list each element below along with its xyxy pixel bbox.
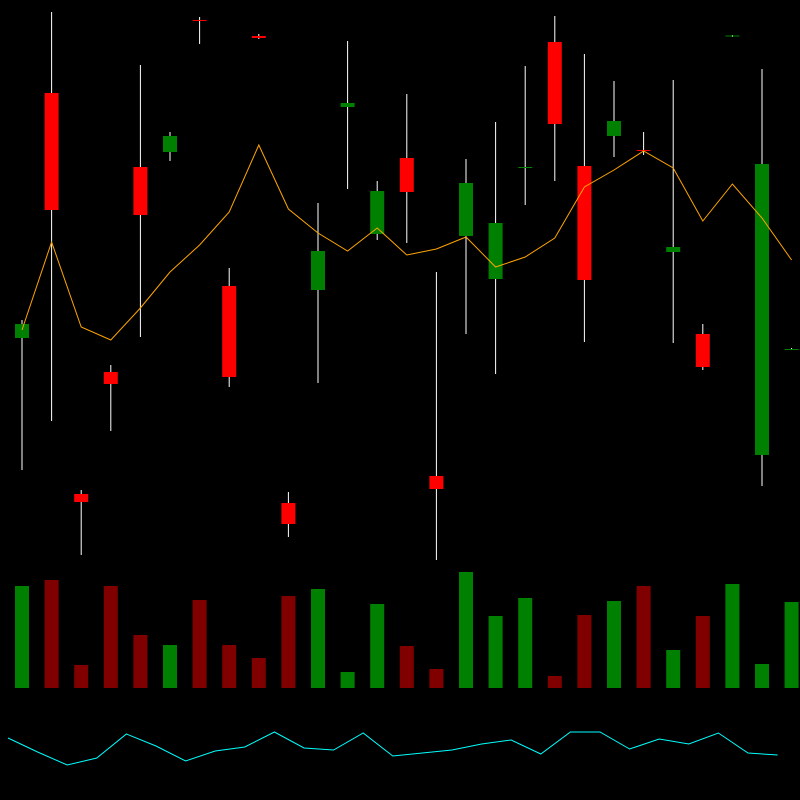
candle-body [15, 324, 29, 338]
moving-average [21, 143, 793, 341]
candle-body [784, 349, 799, 350]
volume-bar [607, 601, 621, 688]
volume-bar [15, 586, 29, 688]
candle-body [518, 167, 533, 168]
volume-bar [666, 650, 681, 688]
candle-body [399, 158, 414, 192]
volume-bar [222, 645, 237, 688]
candle-body [666, 247, 681, 252]
volume-bar [695, 616, 710, 688]
volume-bar [459, 572, 473, 688]
volume-bar [74, 665, 89, 688]
volume-bar [725, 584, 740, 688]
indicator-line [7, 731, 778, 766]
candle-body [725, 35, 740, 37]
volume-bar [311, 589, 325, 688]
volume-bar [488, 616, 503, 688]
candle-body [459, 183, 473, 236]
candle-body [222, 286, 237, 377]
volume-bar [755, 664, 769, 688]
candle-body [103, 372, 118, 384]
candle-body [577, 166, 592, 280]
volume-bar [163, 645, 177, 688]
candle-body [695, 334, 710, 367]
candle-body [547, 42, 562, 124]
volume-bar [192, 600, 207, 688]
volume-bar [340, 672, 355, 688]
candle-body [488, 223, 503, 279]
candle-body [340, 103, 355, 107]
volume-bar [103, 586, 118, 688]
volume-bar [577, 615, 592, 688]
candle-body [429, 476, 444, 489]
volume-bar [44, 580, 59, 688]
volume-bar [251, 658, 266, 688]
volume-bar [518, 598, 533, 688]
candle-body [370, 191, 385, 234]
volume-bar [281, 596, 296, 688]
volume-bar [784, 602, 799, 688]
volume-bar [429, 669, 444, 688]
candle-body [281, 503, 296, 524]
candle-body [44, 93, 59, 210]
candle-body [251, 36, 266, 38]
candle-body [133, 167, 148, 215]
candle-body [192, 20, 207, 21]
volume-bar [399, 646, 414, 688]
volume-bar [547, 676, 562, 688]
candle-body [607, 121, 621, 136]
volume-bar [133, 635, 148, 688]
candle-body [74, 494, 89, 502]
candle-body [755, 164, 769, 455]
volume-bar [370, 604, 385, 688]
candle-body [311, 251, 325, 290]
candle-body [163, 136, 177, 152]
volume-bar [636, 586, 651, 688]
